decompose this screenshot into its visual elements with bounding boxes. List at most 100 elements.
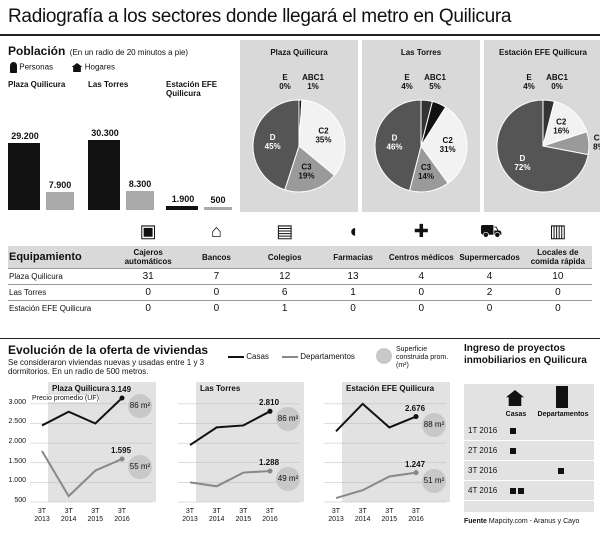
personas-bar <box>166 205 198 210</box>
pie-value: 4% <box>401 82 413 91</box>
pie-label: D <box>392 134 398 143</box>
equip-col-header: Centros médicos <box>387 246 456 269</box>
table-cell: 0 <box>114 300 183 316</box>
end-value: 1.247 <box>404 459 427 469</box>
superficie-circle: 49 m² <box>276 467 300 492</box>
ingreso-row-label: 3T 2016 <box>468 466 498 475</box>
pie-label: D <box>520 154 526 163</box>
pie-value: 4% <box>523 82 535 91</box>
personas-bar <box>88 140 120 210</box>
legend-hogares: Hogares <box>84 62 115 72</box>
x-tick: 3T 2016 <box>262 508 278 523</box>
legend-line-casas <box>228 355 244 358</box>
pie-label: C3 <box>594 134 600 143</box>
row-label: Las Torres <box>8 284 114 301</box>
house-icon <box>71 63 83 72</box>
pie-label: D <box>270 133 276 142</box>
table-cell: 13 <box>318 268 388 285</box>
evolucion-section: Evolución de la oferta de viviendas Se c… <box>8 343 218 376</box>
casa-project-marker <box>518 488 524 494</box>
table-cell: 2 <box>455 284 524 301</box>
pie-label: C2 <box>318 126 329 135</box>
pie-value: 5% <box>429 82 441 91</box>
line-end-point <box>267 408 273 414</box>
legend-casas-item: Casas <box>228 352 269 361</box>
line-end-point <box>267 468 273 474</box>
pie-label: E <box>404 73 410 82</box>
x-tick: 3T 2013 <box>328 508 344 523</box>
divider <box>0 34 600 36</box>
equipamiento-table: Equipamiento Cajeros automáticos Bancos Co… <box>8 246 592 316</box>
person-icon <box>10 62 17 73</box>
x-tick: 3T 2016 <box>408 508 424 523</box>
casas-line <box>335 402 417 433</box>
deptos-line <box>335 471 417 500</box>
table-cell: 10 <box>523 268 592 285</box>
end-value: 3.149 <box>110 385 133 394</box>
y-tick: 2.500 <box>8 418 26 426</box>
footer: Fuente Mapcity.com - Aranus y Cayo <box>464 518 598 525</box>
shopping-cart-icon: ⛟ <box>479 221 503 241</box>
table-cell: 31 <box>114 268 183 285</box>
casas-line <box>41 397 123 427</box>
line-end-point <box>413 470 419 476</box>
line-title: Las Torres <box>200 384 241 393</box>
legend-circle-icon <box>376 348 392 364</box>
x-tick: 3T 2013 <box>182 508 198 523</box>
end-value: 1.288 <box>258 458 281 468</box>
ingreso-row-label: 2T 2016 <box>468 446 498 455</box>
casa-project-marker <box>510 448 516 454</box>
house-icon <box>506 390 524 406</box>
y-tick: 500 <box>14 497 26 504</box>
pie-slice-d <box>496 99 589 193</box>
pie-value: 1% <box>307 82 319 91</box>
y-tick: 3.000 <box>8 398 26 406</box>
pie-label: E <box>526 73 532 82</box>
pills-icon: ◖ <box>347 221 359 241</box>
equip-icons-row: ▣ ⌂ ▤ ◖ ✚ ⛟ ▥ <box>0 218 600 244</box>
line-end-point <box>413 414 419 420</box>
superficie-circle: 86 m² <box>276 407 300 432</box>
pie-title: Estación EFE Quilicura <box>498 48 588 57</box>
table-cell: 0 <box>387 284 456 301</box>
pie-label: ABC1 <box>424 73 446 82</box>
pie-slice-c2 <box>298 99 346 177</box>
col-deptos: Departamentos <box>537 411 589 418</box>
pie-value: 46% <box>387 143 403 152</box>
pie-value: 45% <box>265 142 281 151</box>
equip-col-header: Cajeros automáticos <box>114 246 183 269</box>
medical-cross-icon: ✚ <box>413 221 429 241</box>
sector-name: Plaza Quilicura <box>8 80 66 89</box>
pie-label: C2 <box>556 118 567 127</box>
hogares-bar <box>204 207 232 210</box>
poblacion-section: Población (En un radio de 20 minutos a p… <box>8 42 236 214</box>
x-tick: 3T 2014 <box>354 508 371 523</box>
pie-slice-d <box>252 99 300 191</box>
pie-slice-c2 <box>420 106 468 184</box>
row-divider <box>464 440 594 441</box>
legend-personas: Personas <box>19 62 54 72</box>
page-title: Radiografía a los sectores donde llegará… <box>8 6 512 27</box>
table-cell: 4 <box>455 268 524 285</box>
end-value: 2.676 <box>404 403 427 413</box>
x-tick: 3T 2014 <box>208 508 225 523</box>
ingreso-panel: Casas Departamentos 1T 2016 2T 2016 3T 201… <box>464 384 594 512</box>
ingreso-row-label: 4T 2016 <box>468 486 498 495</box>
pie-slice-d <box>374 99 422 192</box>
pie-label: ABC1 <box>302 73 324 82</box>
ingreso-section: Ingreso de proyectos inmobiliarios en Qu… <box>464 343 594 367</box>
legend-deptos-item: Departamentos <box>282 352 355 361</box>
equip-col-header: Colegios <box>250 246 319 269</box>
equip-col-header: Bancos <box>182 246 251 269</box>
table-cell: 0 <box>523 300 592 316</box>
y-tick: 2.000 <box>8 438 26 446</box>
table-cell: 1 <box>318 284 388 301</box>
pie-title: Plaza Quilicura <box>270 48 328 57</box>
row-label: Estación EFE Quilicura <box>8 300 114 316</box>
pie-panel: Plaza Quilicura E 0% ABC1 1% C2 35% C3 19% D 45% <box>240 40 358 212</box>
equip-col-header: Locales de comida rápida <box>523 246 592 269</box>
row-divider <box>464 460 594 461</box>
school-icon: ▤ <box>276 221 294 241</box>
